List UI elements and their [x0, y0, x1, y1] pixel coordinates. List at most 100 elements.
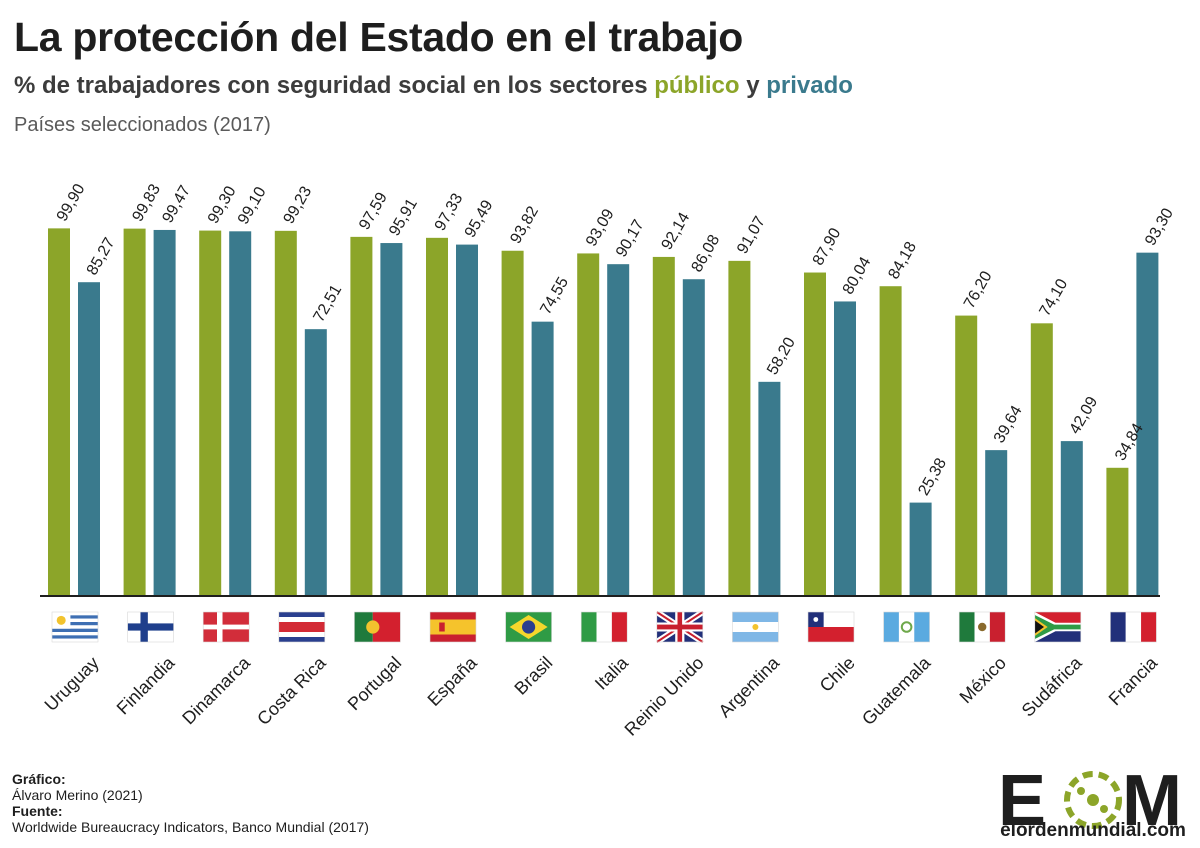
value-label: 99,23 [281, 184, 316, 227]
denmark-flag-icon [202, 611, 250, 643]
italy-flag-icon [580, 611, 628, 643]
uk-flag-icon [655, 609, 705, 645]
flags-group [51, 609, 1157, 645]
brazil-flag-icon [505, 611, 552, 643]
bar-publico [879, 286, 902, 596]
category-label: Dinamarca [178, 652, 254, 728]
subtitle-private: privado [766, 72, 853, 99]
value-label: 97,59 [356, 190, 391, 233]
category-label: Francia [1105, 652, 1162, 709]
bar-privado [78, 282, 100, 596]
south-africa-flag-icon [1034, 611, 1082, 643]
spain-flag-icon [429, 611, 477, 643]
value-label: 99,90 [54, 181, 89, 224]
france-flag-icon [1110, 611, 1157, 643]
value-label: 93,09 [583, 206, 618, 249]
bar-privado [758, 381, 781, 596]
value-label: 87,90 [810, 225, 845, 268]
bar-publico [1106, 467, 1129, 596]
value-label: 76,20 [961, 268, 996, 311]
bar-publico [955, 315, 978, 596]
category-label: Italia [591, 652, 633, 694]
bar-privado [607, 264, 630, 596]
value-label: 80,04 [840, 254, 875, 297]
bar-privado [1136, 252, 1159, 596]
bar-publico [199, 230, 222, 596]
value-label: 90,17 [613, 217, 648, 260]
bar-privado [153, 229, 176, 596]
value-label: 99,30 [205, 183, 240, 226]
bar-publico [577, 253, 600, 596]
value-label: 93,30 [1142, 205, 1177, 248]
category-label: Uruguay [41, 653, 103, 715]
footer-author: Álvaro Merino (2021) [12, 787, 143, 803]
bar-publico [1030, 323, 1053, 596]
value-label: 91,07 [734, 214, 769, 257]
value-label: 85,27 [84, 235, 119, 278]
value-label: 58,20 [764, 335, 799, 378]
category-label: Sudáfrica [1018, 652, 1087, 721]
value-label: 42,09 [1067, 394, 1102, 437]
subtitle-public: público [654, 72, 740, 99]
mexico-flag-icon [958, 611, 1006, 643]
bar-privado [531, 321, 554, 596]
bar-publico [48, 228, 70, 597]
value-label: 72,51 [311, 282, 346, 325]
bar-privado [456, 244, 478, 596]
category-label: Portugal [344, 653, 406, 715]
category-label: España [424, 652, 482, 710]
bar-publico [426, 237, 448, 596]
argentina-flag-icon [732, 611, 779, 643]
bar-privado [1060, 441, 1083, 596]
bar-privado [380, 243, 403, 596]
logo-letter-m: M [1122, 761, 1182, 841]
category-label: Guatemala [858, 652, 935, 729]
value-label: 39,64 [991, 403, 1026, 446]
bar-publico [350, 236, 373, 596]
bar-publico [652, 256, 675, 596]
chart-subtitle: % de trabajadores con seguridad social e… [14, 72, 853, 100]
value-label: 25,38 [915, 455, 950, 498]
eom-logo: E M [998, 761, 1182, 841]
value-label: 99,10 [235, 184, 270, 227]
category-label: México [956, 653, 1010, 707]
value-label: 93,82 [507, 203, 542, 246]
value-label: 95,91 [386, 196, 421, 239]
bar-privado [985, 450, 1008, 596]
chart-title: La protección del Estado en el trabajo [14, 14, 744, 60]
category-label: Finlandia [113, 652, 179, 718]
value-label: 86,08 [689, 232, 724, 275]
guatemala-flag-icon [883, 611, 930, 643]
footer-fuente-label: Fuente: [12, 803, 63, 819]
uruguay-flag-icon [51, 611, 99, 643]
category-labels-group: Uruguay Finlandia Dinamarca Costa Rica Portu… [41, 652, 1162, 740]
chart-note: Países seleccionados (2017) [14, 114, 271, 136]
value-label: 92,14 [659, 210, 694, 253]
category-label: Costa Rica [253, 652, 330, 729]
value-label: 97,33 [432, 191, 467, 234]
bar-publico [804, 272, 826, 596]
value-label: 74,55 [537, 274, 572, 317]
bar-privado [834, 301, 856, 596]
footer-grafico-label: Gráfico: [12, 771, 66, 787]
globe-icon [1064, 771, 1122, 829]
logo-letter-e: E [998, 761, 1046, 841]
value-label: 99,47 [159, 183, 194, 226]
bar-privado [682, 279, 705, 596]
bar-privado [304, 329, 327, 596]
category-label: Reinio Unido [621, 653, 708, 740]
footer: Gráfico: Álvaro Merino (2021) Fuente: Wo… [12, 771, 369, 835]
footer-source: Worldwide Bureaucracy Indicators, Banco … [12, 819, 369, 835]
category-label: Argentina [715, 652, 784, 721]
subtitle-prefix: % de trabajadores con seguridad social e… [14, 72, 655, 99]
bar-publico [728, 260, 751, 596]
finland-flag-icon [127, 611, 174, 643]
value-label: 84,18 [885, 239, 920, 282]
subtitle-mid: y [739, 72, 767, 99]
category-label: Chile [816, 653, 859, 696]
costa-rica-flag-icon [278, 611, 326, 643]
chile-flag-icon [807, 611, 855, 643]
bar-privado [909, 502, 932, 596]
bars-group [48, 228, 1159, 597]
